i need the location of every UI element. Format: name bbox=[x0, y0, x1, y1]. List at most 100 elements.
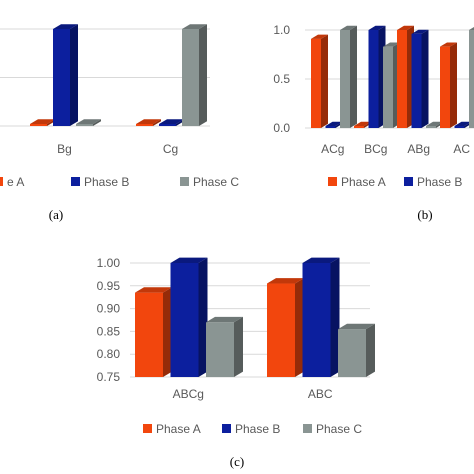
panel-c-bar-front bbox=[135, 292, 163, 377]
panel-b-bar bbox=[325, 121, 343, 128]
panel-c-bar bbox=[338, 323, 375, 377]
panel-c-bar-side bbox=[295, 278, 304, 377]
panel-b-bar bbox=[311, 34, 328, 129]
panel-c-category-label: ABCg bbox=[173, 387, 204, 401]
panel-b-bar-front bbox=[440, 46, 450, 128]
panel-b-bar bbox=[469, 26, 474, 128]
panel-c-bar-side bbox=[366, 323, 375, 377]
panel-c-legend-item: Phase B bbox=[222, 422, 280, 436]
panel-a-bar-front bbox=[30, 124, 47, 126]
panel-c-bar-front bbox=[302, 263, 331, 377]
panel-a-bar bbox=[159, 119, 184, 126]
panel-a-bar bbox=[136, 119, 161, 126]
panel-a-label: (a) bbox=[49, 207, 63, 222]
panel-b-label: (b) bbox=[417, 207, 432, 222]
panel-c-legend: Phase A Phase B Phase C bbox=[143, 422, 362, 436]
panel-b-bar-top bbox=[383, 42, 400, 47]
panel-a-bar-top bbox=[159, 119, 184, 124]
panel-b-bar-front bbox=[383, 46, 393, 128]
panel-b-bar bbox=[368, 25, 386, 128]
panel-c-bar-top bbox=[267, 278, 304, 284]
panel-a-legend-swatch bbox=[0, 177, 3, 186]
panel-b-legend: Phase A Phase B bbox=[328, 175, 462, 189]
panel-b-legend-label: Phase A bbox=[341, 175, 386, 189]
panel-b-bar-top bbox=[454, 121, 472, 126]
panel-a-bar-front bbox=[76, 124, 93, 126]
panel-b-bar-front bbox=[325, 126, 336, 128]
panel-b-bar-front bbox=[469, 30, 474, 128]
panel-b-bar bbox=[454, 121, 472, 128]
panel-c-legend-item: Phase A bbox=[143, 422, 201, 436]
panel-b-bar-side bbox=[450, 42, 457, 128]
panel-c-bar-front bbox=[206, 322, 234, 377]
panel-a-legend-swatch bbox=[180, 177, 189, 186]
panel-b-bar-top bbox=[325, 121, 343, 126]
panel-a-legend-label: Phase C bbox=[193, 175, 239, 189]
panel-a-bar bbox=[53, 24, 78, 127]
panel-b-bar-front bbox=[311, 38, 321, 128]
panel-a-gridlines bbox=[0, 28, 210, 127]
panel-b-bar-top bbox=[440, 42, 457, 47]
panel-c-legend-swatch bbox=[222, 424, 231, 433]
panel-b-legend-item: Phase B bbox=[404, 175, 462, 189]
panel-a-legend-item: Phase C bbox=[180, 175, 239, 189]
panel-a-legend-label: Phase B bbox=[84, 175, 129, 189]
panel-b-bar-top bbox=[354, 121, 371, 126]
panel-c-bar-top bbox=[302, 257, 340, 263]
panel-a-bar-front bbox=[53, 29, 70, 126]
panel-b-bar-side bbox=[350, 25, 357, 128]
panel-c-bar bbox=[302, 257, 340, 377]
panel-a-bars bbox=[30, 24, 207, 127]
panel-b-bar-front bbox=[411, 33, 422, 128]
panel-a-legend-item: Phase B bbox=[71, 175, 129, 189]
panel-c-bar-front bbox=[338, 329, 366, 377]
panel-c-category-labels: ABCg ABC bbox=[173, 387, 333, 401]
panel-c-legend-label: Phase B bbox=[235, 422, 280, 436]
panel-a-bar bbox=[30, 119, 55, 126]
panel-a-bar-front bbox=[159, 124, 176, 126]
panel-c-y-tick-label: 0.85 bbox=[97, 324, 121, 338]
panel-a-bar bbox=[182, 24, 207, 127]
panel-c-bar-top bbox=[170, 257, 208, 263]
panel-c-bar-side bbox=[198, 257, 208, 377]
panel-c-legend-swatch bbox=[143, 424, 152, 433]
panel-b-bar bbox=[340, 25, 357, 128]
panel-c-legend-swatch bbox=[303, 424, 312, 433]
panel-b-bar-side bbox=[421, 29, 429, 128]
panel-b-bar-front bbox=[368, 30, 379, 128]
panel-c-category-label: ABC bbox=[308, 387, 333, 401]
panel-c-bar-side bbox=[330, 257, 340, 377]
panel-b-bar bbox=[411, 29, 429, 128]
panel-b-category-label: AC bbox=[453, 142, 470, 156]
panel-c-bar-front bbox=[170, 263, 199, 377]
panel-b-bar-front bbox=[340, 30, 350, 128]
panel-a-bar-side bbox=[93, 119, 101, 126]
panel-a-category-label: Cg bbox=[163, 142, 178, 156]
panel-b-bar-front bbox=[354, 126, 364, 128]
panel-c-y-tick-label: 0.75 bbox=[97, 370, 121, 384]
panel-c-chart: 0.75 0.80 0.85 0.90 0.95 1.00 ABCg ABC Phase A… bbox=[97, 256, 375, 469]
panel-b-bar-top bbox=[426, 121, 443, 126]
panel-c-bar bbox=[206, 316, 243, 377]
panel-a-bar bbox=[76, 119, 101, 126]
panel-a-category-label: Bg bbox=[57, 142, 72, 156]
panel-b-bar-front bbox=[454, 126, 465, 128]
panel-b-bar-side bbox=[321, 34, 328, 129]
panel-b-category-label: BCg bbox=[364, 142, 387, 156]
panel-c-bar-top bbox=[338, 323, 375, 330]
panel-a-bar-top bbox=[76, 119, 101, 124]
panel-b-y-ticks: 0.0 0.5 1.0 bbox=[273, 23, 290, 135]
panel-b-legend-swatch bbox=[328, 177, 337, 186]
panel-b-legend-swatch bbox=[404, 177, 413, 186]
panel-b-bar-top bbox=[397, 25, 414, 30]
panel-c-legend-label: Phase A bbox=[156, 422, 201, 436]
panel-a-legend-label: e A bbox=[7, 175, 24, 189]
panel-c-bars bbox=[135, 257, 375, 377]
panel-a-bar-side bbox=[199, 24, 207, 127]
panel-b-bar-top bbox=[311, 34, 328, 39]
panel-c-legend-item: Phase C bbox=[303, 422, 362, 436]
panel-a-legend-swatch bbox=[71, 177, 80, 186]
panel-c-bar bbox=[170, 257, 208, 377]
panel-a-bar-top bbox=[182, 24, 207, 29]
